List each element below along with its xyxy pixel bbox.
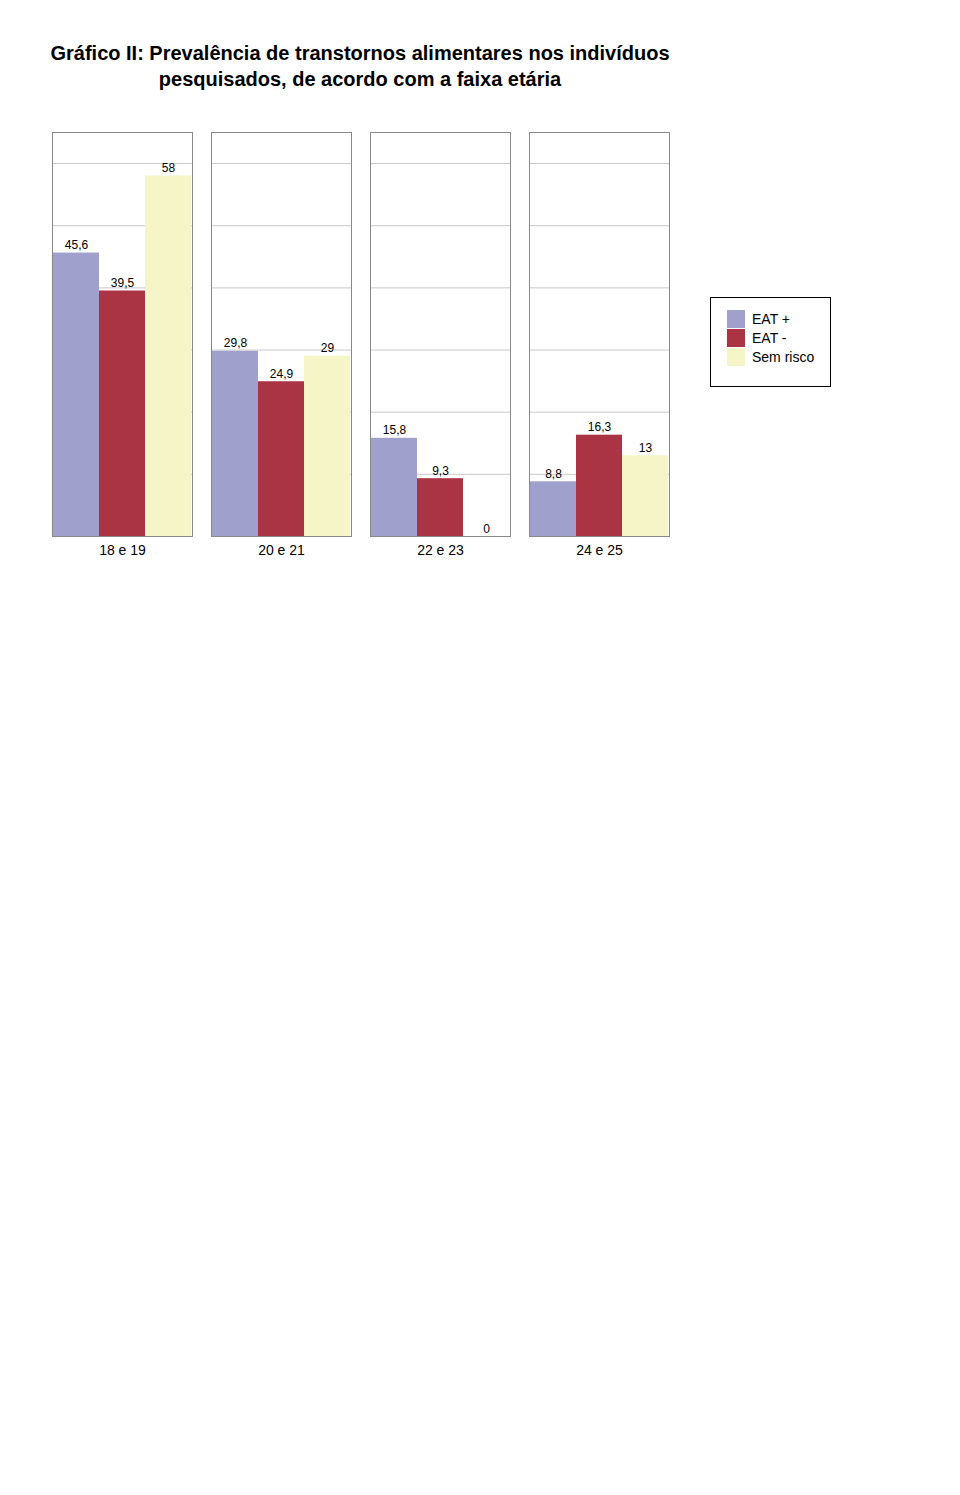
svg-text:0: 0 — [483, 522, 490, 536]
svg-text:24 e 25: 24 e 25 — [576, 542, 623, 558]
html-text:Sem risco: Sem risco — [752, 349, 815, 365]
svg-text:13: 13 — [639, 441, 653, 455]
html-text:EAT +: EAT + — [752, 311, 790, 327]
svg-text:45,6: 45,6 — [65, 238, 89, 252]
svg-text:29,8: 29,8 — [224, 336, 248, 350]
svg-text:8,8: 8,8 — [545, 467, 562, 481]
html-text:EAT -: EAT - — [752, 330, 787, 346]
svg-text:18 e 19: 18 e 19 — [99, 542, 146, 558]
svg-text:20 e 21: 20 e 21 — [258, 542, 305, 558]
svg-text:16,3: 16,3 — [588, 420, 612, 434]
svg-text:22 e 23: 22 e 23 — [417, 542, 464, 558]
svg-text:15,8: 15,8 — [383, 423, 407, 437]
svg-text:29: 29 — [321, 341, 335, 355]
svg-text:58: 58 — [162, 161, 176, 175]
svg-text:9,3: 9,3 — [432, 464, 449, 478]
html-text:Gráfico II: Prevalência de tra: Gráfico II: Prevalência de transtornos a… — [50, 42, 670, 90]
svg-text:39,5: 39,5 — [111, 276, 135, 290]
svg-text:24,9: 24,9 — [270, 367, 294, 381]
